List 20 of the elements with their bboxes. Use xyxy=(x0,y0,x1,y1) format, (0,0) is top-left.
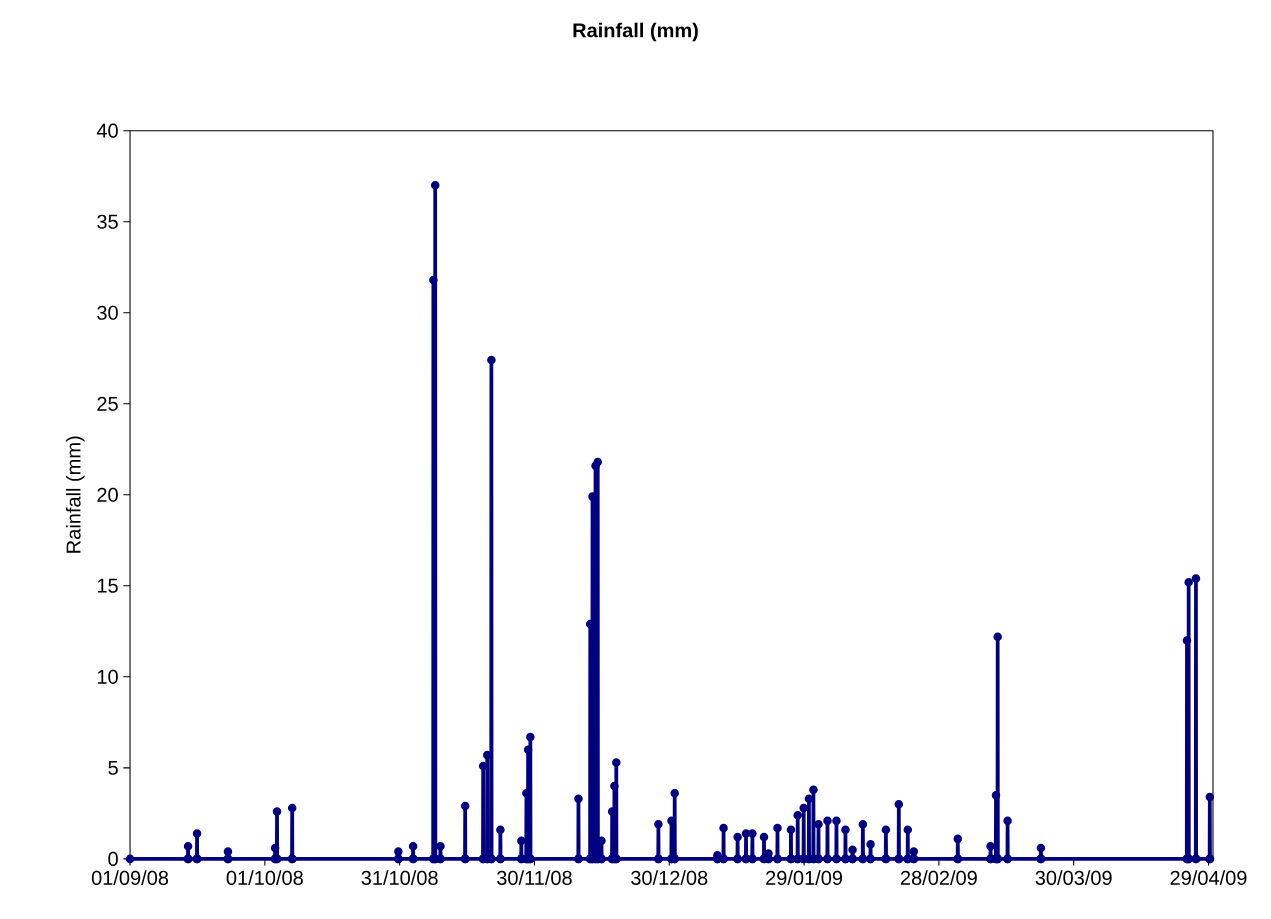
y-tick-label: 15 xyxy=(97,578,118,593)
x-tick-label: 28/02/09 xyxy=(900,870,977,885)
x-tick-label: 29/04/09 xyxy=(1170,870,1247,885)
chart-title: Rainfall (mm) xyxy=(573,22,698,42)
y-axis-title: Rainfall (mm) xyxy=(65,436,85,553)
y-tick-label: 20 xyxy=(97,487,118,502)
y-tick-label: 25 xyxy=(97,396,118,411)
x-tick-label: 01/09/08 xyxy=(91,870,169,885)
y-tick-label: 10 xyxy=(97,669,118,684)
y-tick-label: 30 xyxy=(97,305,118,320)
y-tick-label: 0 xyxy=(108,851,118,867)
x-tick-label: 30/03/09 xyxy=(1035,870,1112,885)
x-tick-label: 29/01/09 xyxy=(766,870,843,885)
y-tick-label: 40 xyxy=(96,123,118,138)
x-tick-label: 30/12/08 xyxy=(631,870,708,885)
x-tick-label: 31/10/08 xyxy=(361,870,438,885)
x-tick-label: 01/10/08 xyxy=(226,870,303,885)
x-tick-label: 30/11/08 xyxy=(497,870,572,885)
y-tick-label: 35 xyxy=(97,214,118,229)
y-tick-label: 5 xyxy=(108,760,118,775)
